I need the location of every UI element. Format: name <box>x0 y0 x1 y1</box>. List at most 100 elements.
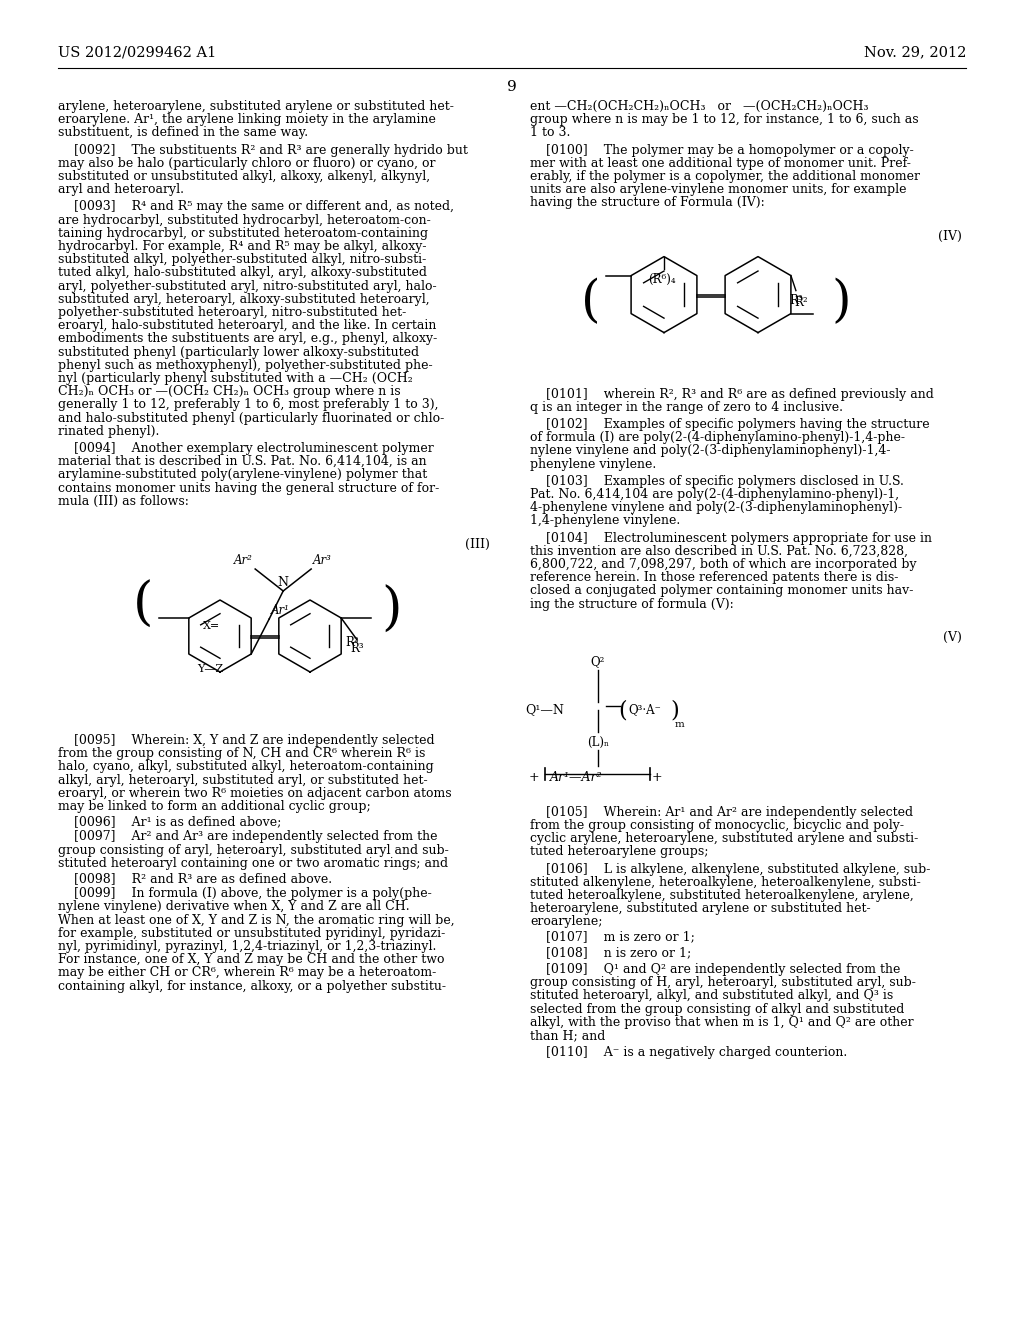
Text: +: + <box>528 771 539 784</box>
Text: m: m <box>675 719 685 729</box>
Text: phenylene vinylene.: phenylene vinylene. <box>530 458 656 471</box>
Text: ing the structure of formula (V):: ing the structure of formula (V): <box>530 598 734 611</box>
Text: of formula (I) are poly(2-(4-diphenylamino-phenyl)-1,4-phe-: of formula (I) are poly(2-(4-diphenylami… <box>530 432 905 445</box>
Text: [0099]    In formula (I) above, the polymer is a poly(phe-: [0099] In formula (I) above, the polymer… <box>58 887 432 900</box>
Text: Q¹—N: Q¹—N <box>525 704 564 717</box>
Text: stituted heteroaryl, alkyl, and substituted alkyl, and Q³ is: stituted heteroaryl, alkyl, and substitu… <box>530 990 893 1002</box>
Text: closed a conjugated polymer containing monomer units hav-: closed a conjugated polymer containing m… <box>530 585 913 598</box>
Text: (: ( <box>618 700 627 722</box>
Text: heteroarylene, substituted arylene or substituted het-: heteroarylene, substituted arylene or su… <box>530 902 870 915</box>
Text: polyether-substituted heteroaryl, nitro-substituted het-: polyether-substituted heteroaryl, nitro-… <box>58 306 407 319</box>
Text: group where n is may be 1 to 12, for instance, 1 to 6, such as: group where n is may be 1 to 12, for ins… <box>530 114 919 127</box>
Text: hydrocarbyl. For example, R⁴ and R⁵ may be alkyl, alkoxy-: hydrocarbyl. For example, R⁴ and R⁵ may … <box>58 240 427 253</box>
Text: When at least one of X, Y and Z is N, the aromatic ring will be,: When at least one of X, Y and Z is N, th… <box>58 913 455 927</box>
Text: and halo-substituted phenyl (particularly fluorinated or chlo-: and halo-substituted phenyl (particularl… <box>58 412 444 425</box>
Text: 4-phenylene vinylene and poly(2-(3-diphenylaminophenyl)-: 4-phenylene vinylene and poly(2-(3-diphe… <box>530 502 902 515</box>
Text: eroarylene. Ar¹, the arylene linking moiety in the arylamine: eroarylene. Ar¹, the arylene linking moi… <box>58 114 436 127</box>
Text: are hydrocarbyl, substituted hydrocarbyl, heteroatom-con-: are hydrocarbyl, substituted hydrocarbyl… <box>58 214 431 227</box>
Text: nylene vinylene) derivative when X, Y and Z are all CH.: nylene vinylene) derivative when X, Y an… <box>58 900 410 913</box>
Text: nyl, pyrimidinyl, pyrazinyl, 1,2,4-triazinyl, or 1,2,3-triazinyl.: nyl, pyrimidinyl, pyrazinyl, 1,2,4-triaz… <box>58 940 436 953</box>
Text: for example, substituted or unsubstituted pyridinyl, pyridazi-: for example, substituted or unsubstitute… <box>58 927 445 940</box>
Text: ): ) <box>831 277 851 327</box>
Text: substituted phenyl (particularly lower alkoxy-substituted: substituted phenyl (particularly lower a… <box>58 346 419 359</box>
Text: Q³·A⁻: Q³·A⁻ <box>628 704 660 717</box>
Text: [0107]    m is zero or 1;: [0107] m is zero or 1; <box>530 931 695 944</box>
Text: Ar¹: Ar¹ <box>271 605 290 616</box>
Text: generally 1 to 12, preferably 1 to 6, most preferably 1 to 3),: generally 1 to 12, preferably 1 to 6, mo… <box>58 399 438 412</box>
Text: [0101]    wherein R², R³ and R⁶ are as defined previously and: [0101] wherein R², R³ and R⁶ are as defi… <box>530 388 934 400</box>
Text: substituted aryl, heteroaryl, alkoxy-substituted heteroaryl,: substituted aryl, heteroaryl, alkoxy-sub… <box>58 293 430 306</box>
Text: stituted heteroaryl containing one or two aromatic rings; and: stituted heteroaryl containing one or tw… <box>58 857 449 870</box>
Text: alkyl, with the proviso that when m is 1, Q¹ and Q² are other: alkyl, with the proviso that when m is 1… <box>530 1016 913 1028</box>
Text: eroaryl, or wherein two R⁶ moieties on adjacent carbon atoms: eroaryl, or wherein two R⁶ moieties on a… <box>58 787 452 800</box>
Text: (: ( <box>133 579 154 631</box>
Text: 6,800,722, and 7,098,297, both of which are incorporated by: 6,800,722, and 7,098,297, both of which … <box>530 558 916 572</box>
Text: group consisting of aryl, heteroaryl, substituted aryl and sub-: group consisting of aryl, heteroaryl, su… <box>58 843 449 857</box>
Text: R³: R³ <box>790 293 803 306</box>
Text: tuted heteroalkylene, substituted heteroalkenylene, arylene,: tuted heteroalkylene, substituted hetero… <box>530 888 913 902</box>
Text: substituent, is defined in the same way.: substituent, is defined in the same way. <box>58 127 308 140</box>
Text: 9: 9 <box>507 81 517 94</box>
Text: Y—Z: Y—Z <box>197 664 223 675</box>
Text: reference herein. In those referenced patents there is dis-: reference herein. In those referenced pa… <box>530 572 898 585</box>
Text: X=: X= <box>204 620 220 631</box>
Text: may be either CH or CR⁶, wherein R⁶ may be a heteroatom-: may be either CH or CR⁶, wherein R⁶ may … <box>58 966 436 979</box>
Text: [0110]    A⁻ is a negatively charged counterion.: [0110] A⁻ is a negatively charged counte… <box>530 1047 847 1059</box>
Text: R³: R³ <box>350 642 364 655</box>
Text: taining hydrocarbyl, or substituted heteroatom-containing: taining hydrocarbyl, or substituted hete… <box>58 227 428 240</box>
Text: Nov. 29, 2012: Nov. 29, 2012 <box>863 45 966 59</box>
Text: contains monomer units having the general structure of for-: contains monomer units having the genera… <box>58 482 439 495</box>
Text: 1 to 3.: 1 to 3. <box>530 127 570 140</box>
Text: [0096]    Ar¹ is as defined above;: [0096] Ar¹ is as defined above; <box>58 816 282 828</box>
Text: units are also arylene-vinylene monomer units, for example: units are also arylene-vinylene monomer … <box>530 183 906 197</box>
Text: [0108]    n is zero or 1;: [0108] n is zero or 1; <box>530 946 691 958</box>
Text: US 2012/0299462 A1: US 2012/0299462 A1 <box>58 45 216 59</box>
Text: [0100]    The polymer may be a homopolymer or a copoly-: [0100] The polymer may be a homopolymer … <box>530 144 913 157</box>
Text: [0106]    L is alkylene, alkenylene, substituted alkylene, sub-: [0106] L is alkylene, alkenylene, substi… <box>530 862 931 875</box>
Text: ): ) <box>670 700 679 722</box>
Text: rinated phenyl).: rinated phenyl). <box>58 425 160 438</box>
Text: q is an integer in the range of zero to 4 inclusive.: q is an integer in the range of zero to … <box>530 401 843 413</box>
Text: erably, if the polymer is a copolymer, the additional monomer: erably, if the polymer is a copolymer, t… <box>530 170 920 183</box>
Text: N: N <box>278 576 289 589</box>
Text: [0098]    R² and R³ are as defined above.: [0098] R² and R³ are as defined above. <box>58 873 332 884</box>
Text: [0103]    Examples of specific polymers disclosed in U.S.: [0103] Examples of specific polymers dis… <box>530 475 904 488</box>
Text: [0109]    Q¹ and Q² are independently selected from the: [0109] Q¹ and Q² are independently selec… <box>530 964 900 975</box>
Text: eroarylene;: eroarylene; <box>530 915 602 928</box>
Text: containing alkyl, for instance, alkoxy, or a polyether substitu-: containing alkyl, for instance, alkoxy, … <box>58 979 446 993</box>
Text: substituted alkyl, polyether-substituted alkyl, nitro-substi-: substituted alkyl, polyether-substituted… <box>58 253 426 267</box>
Text: R²: R² <box>345 636 358 649</box>
Text: ): ) <box>381 585 401 636</box>
Text: group consisting of H, aryl, heteroaryl, substituted aryl, sub-: group consisting of H, aryl, heteroaryl,… <box>530 977 915 989</box>
Text: ent —CH₂(OCH₂CH₂)ₙOCH₃   or   —(OCH₂CH₂)ₙOCH₃: ent —CH₂(OCH₂CH₂)ₙOCH₃ or —(OCH₂CH₂)ₙOCH… <box>530 100 868 114</box>
Text: selected from the group consisting of alkyl and substituted: selected from the group consisting of al… <box>530 1003 904 1015</box>
Text: 1,4-phenylene vinylene.: 1,4-phenylene vinylene. <box>530 515 680 528</box>
Text: [0102]    Examples of specific polymers having the structure: [0102] Examples of specific polymers hav… <box>530 418 930 432</box>
Text: aryl, polyether-substituted aryl, nitro-substituted aryl, halo-: aryl, polyether-substituted aryl, nitro-… <box>58 280 436 293</box>
Text: tuted alkyl, halo-substituted alkyl, aryl, alkoxy-substituted: tuted alkyl, halo-substituted alkyl, ary… <box>58 267 427 280</box>
Text: this invention are also described in U.S. Pat. No. 6,723,828,: this invention are also described in U.S… <box>530 545 908 558</box>
Text: R²: R² <box>794 296 808 309</box>
Text: (III): (III) <box>465 539 490 550</box>
Text: alkyl, aryl, heteroaryl, substituted aryl, or substituted het-: alkyl, aryl, heteroaryl, substituted ary… <box>58 774 428 787</box>
Text: +: + <box>652 771 663 784</box>
Text: mula (III) as follows:: mula (III) as follows: <box>58 495 188 508</box>
Text: Ar¹—Ar²: Ar¹—Ar² <box>550 771 602 784</box>
Text: having the structure of Formula (IV):: having the structure of Formula (IV): <box>530 197 765 210</box>
Text: may be linked to form an additional cyclic group;: may be linked to form an additional cycl… <box>58 800 371 813</box>
Text: may also be halo (particularly chloro or fluoro) or cyano, or: may also be halo (particularly chloro or… <box>58 157 435 170</box>
Text: eroaryl, halo-substituted heteroaryl, and the like. In certain: eroaryl, halo-substituted heteroaryl, an… <box>58 319 436 333</box>
Text: stituted alkenylene, heteroalkylene, heteroalkenylene, substi-: stituted alkenylene, heteroalkylene, het… <box>530 875 921 888</box>
Text: [0093]    R⁴ and R⁵ may the same or different and, as noted,: [0093] R⁴ and R⁵ may the same or differe… <box>58 201 454 214</box>
Text: cyclic arylene, heteroarylene, substituted arylene and substi-: cyclic arylene, heteroarylene, substitut… <box>530 832 919 845</box>
Text: halo, cyano, alkyl, substituted alkyl, heteroatom-containing: halo, cyano, alkyl, substituted alkyl, h… <box>58 760 434 774</box>
Text: arylene, heteroarylene, substituted arylene or substituted het-: arylene, heteroarylene, substituted aryl… <box>58 100 454 114</box>
Text: arylamine-substituted poly(arylene-vinylene) polymer that: arylamine-substituted poly(arylene-vinyl… <box>58 469 427 482</box>
Text: Ar³: Ar³ <box>313 554 332 568</box>
Text: (R⁶)₄: (R⁶)₄ <box>648 273 676 285</box>
Text: (L)ₙ: (L)ₙ <box>587 735 609 748</box>
Text: [0104]    Electroluminescent polymers appropriate for use in: [0104] Electroluminescent polymers appro… <box>530 532 932 545</box>
Text: For instance, one of X, Y and Z may be CH and the other two: For instance, one of X, Y and Z may be C… <box>58 953 444 966</box>
Text: material that is described in U.S. Pat. No. 6,414,104, is an: material that is described in U.S. Pat. … <box>58 455 427 469</box>
Text: mer with at least one additional type of monomer unit. Pref-: mer with at least one additional type of… <box>530 157 911 170</box>
